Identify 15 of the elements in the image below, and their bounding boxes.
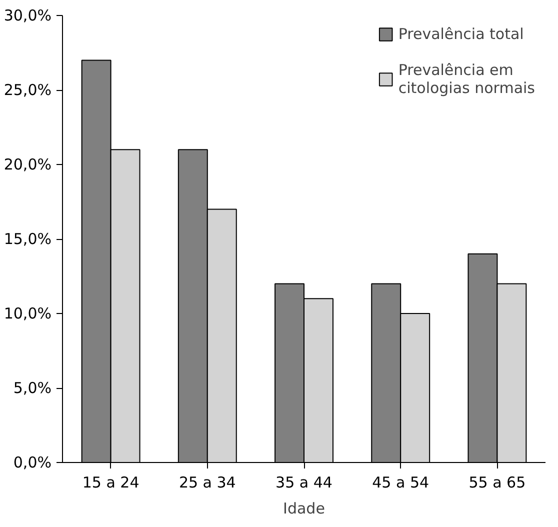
x-tick-label: 25 a 34: [178, 474, 236, 492]
x-tick-label: 45 a 54: [372, 474, 430, 492]
y-tick-label: 0,0%: [13, 454, 52, 472]
legend-label: Prevalência em citologias normais: [398, 61, 535, 97]
x-tick-label: 15 a 24: [82, 474, 140, 492]
y-tick-label: 10,0%: [4, 304, 52, 322]
y-tick-label: 25,0%: [4, 81, 52, 99]
x-axis-title: Idade: [283, 500, 325, 518]
y-tick-label: 5,0%: [13, 379, 52, 397]
x-tick-label: 55 a 65: [468, 474, 526, 492]
y-tick-label: 20,0%: [4, 156, 52, 174]
legend-label: Prevalência total: [398, 25, 524, 43]
y-tick-label: 30,0%: [4, 6, 52, 24]
y-tick-label: 15,0%: [4, 230, 52, 248]
x-tick-label: 35 a 44: [276, 474, 332, 492]
